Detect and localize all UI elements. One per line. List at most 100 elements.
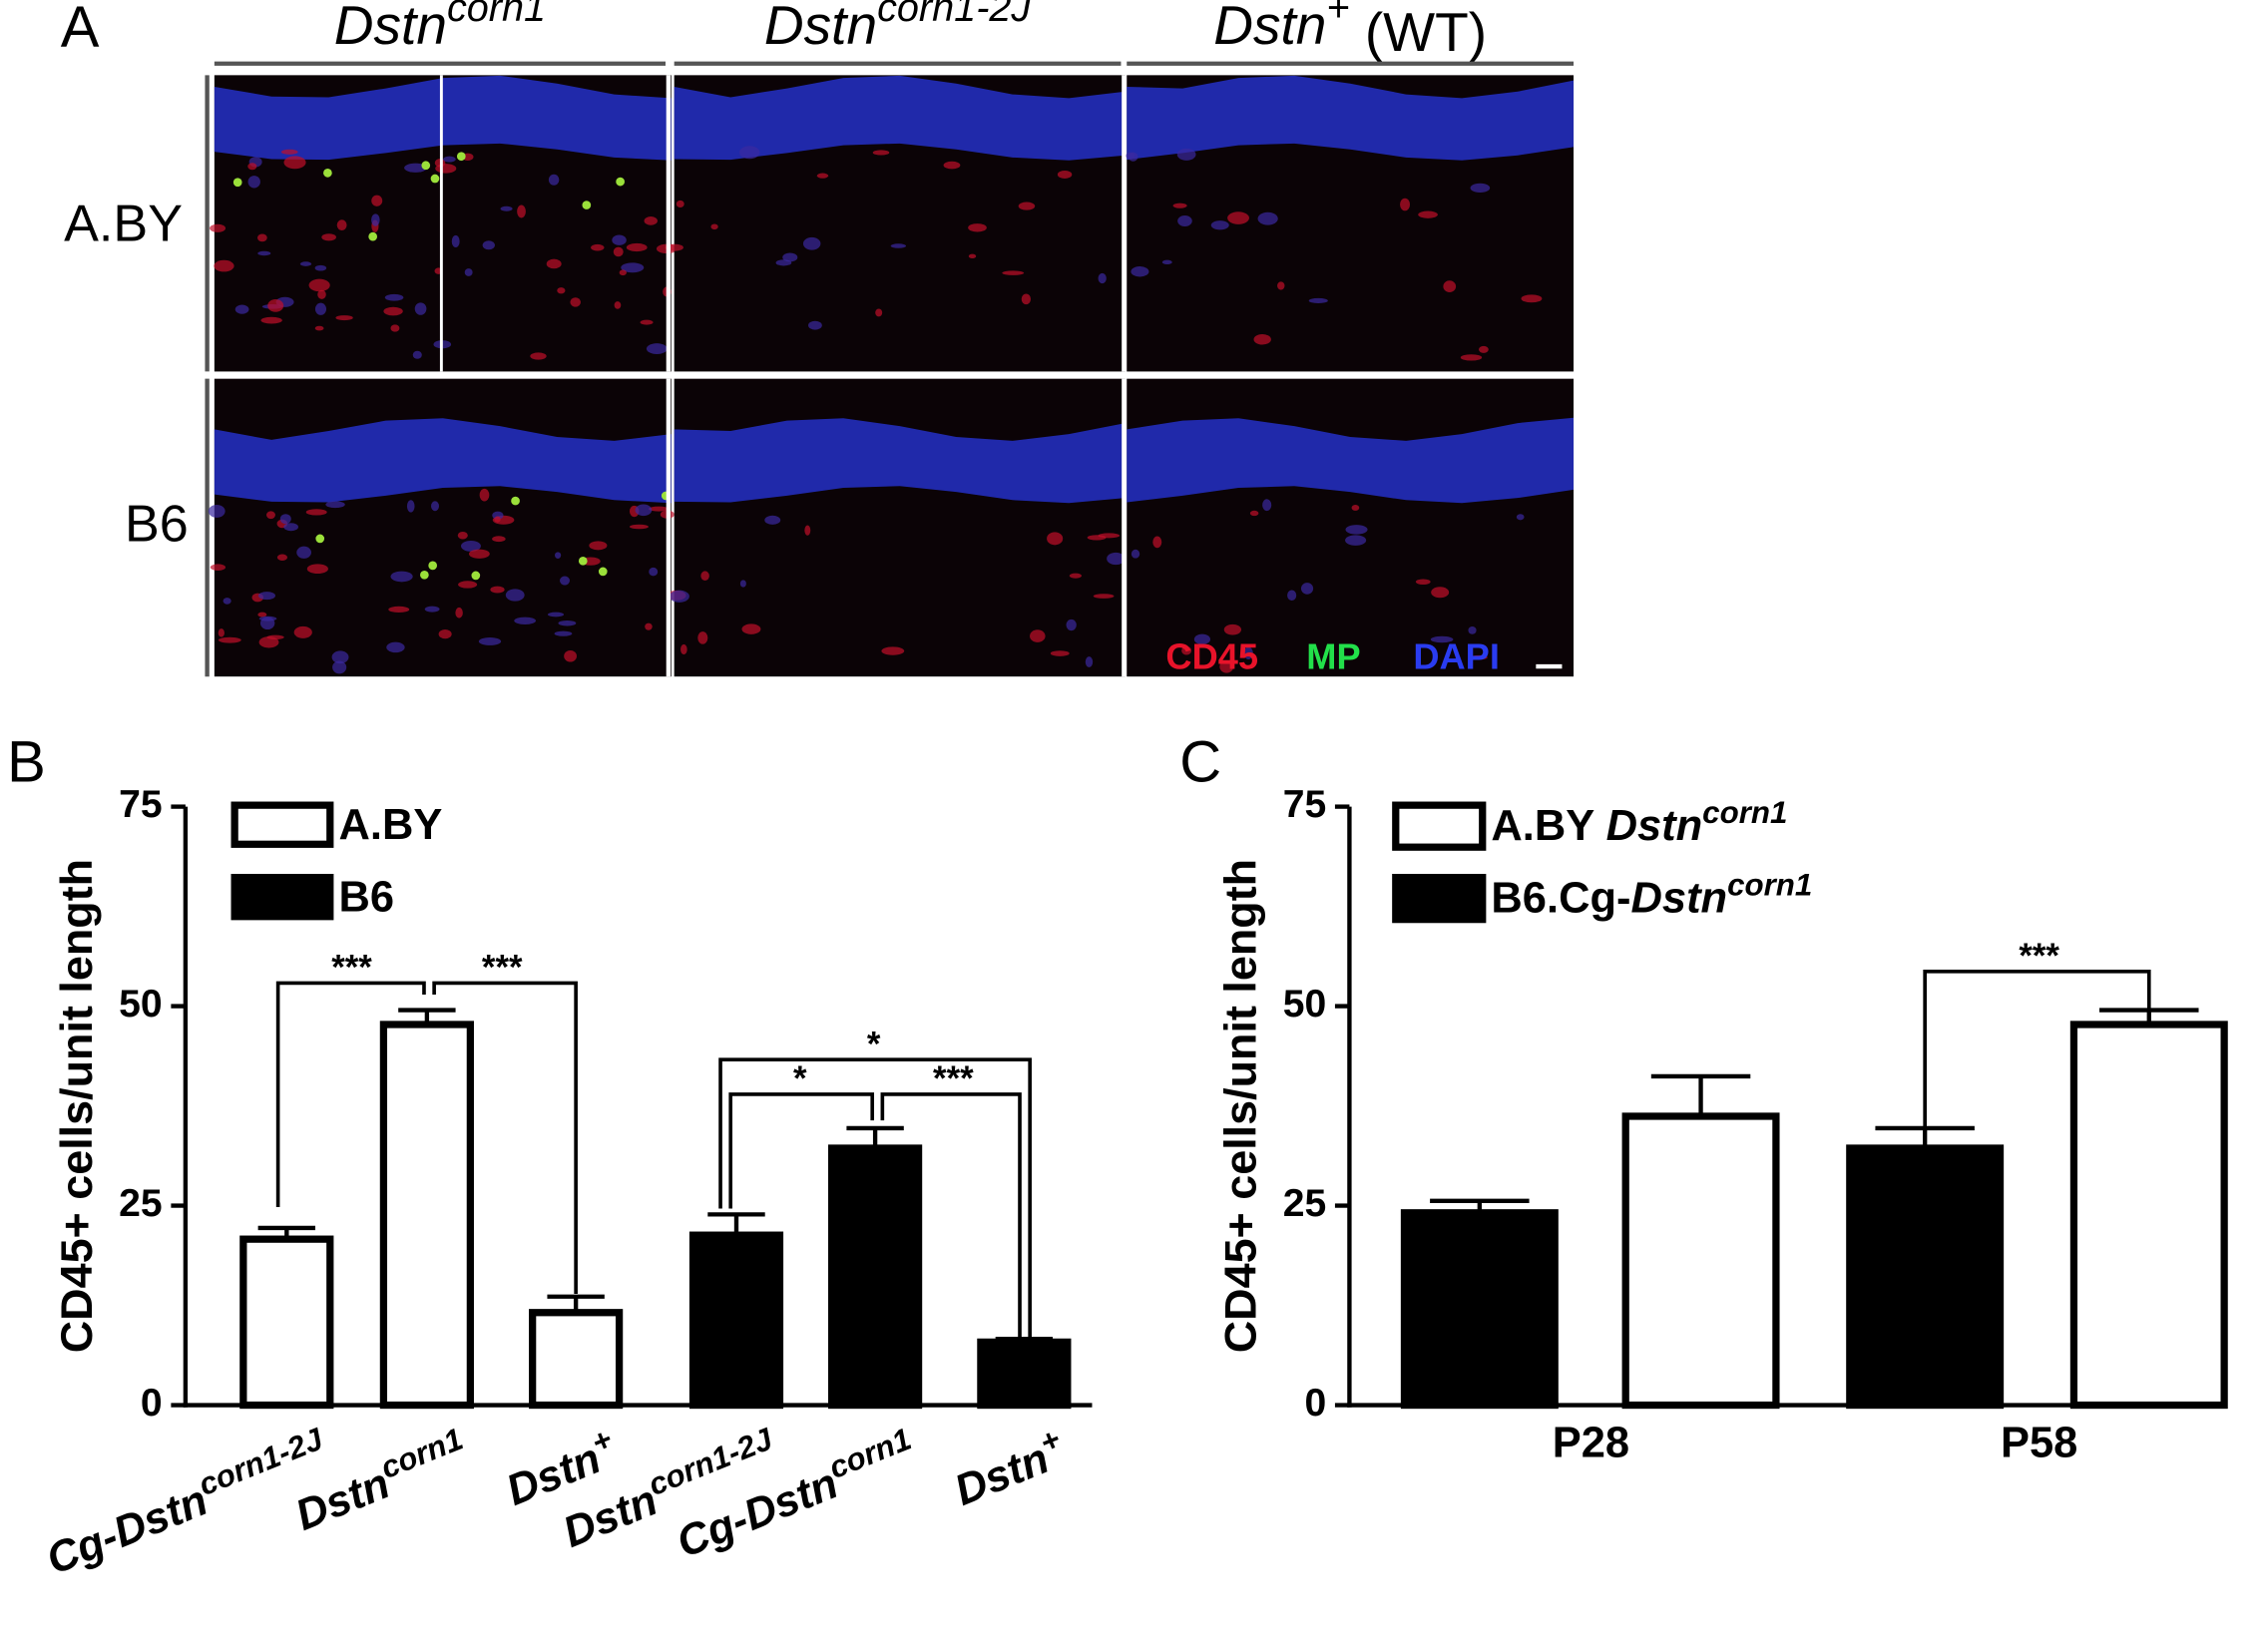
- row-label: A.BY: [64, 195, 183, 252]
- cell: [336, 219, 347, 231]
- mp-cell: [616, 177, 625, 187]
- legend-label-part: Dstn: [1606, 803, 1703, 851]
- cell: [1030, 629, 1046, 642]
- cell: [208, 504, 226, 518]
- y-tick-label: 0: [1304, 1382, 1326, 1425]
- bar: [379, 1021, 474, 1410]
- column-header-part: (WT): [1350, 0, 1488, 62]
- mp-cell: [420, 570, 429, 580]
- cell: [276, 554, 288, 562]
- cell: [257, 233, 267, 242]
- mp-cell: [578, 556, 588, 566]
- panel-label: A: [61, 0, 100, 60]
- cell: [492, 511, 504, 520]
- cell: [626, 242, 648, 252]
- cell: [259, 617, 275, 630]
- cell: [640, 319, 654, 325]
- cell: [1277, 281, 1285, 290]
- cell: [234, 304, 249, 314]
- cell: [299, 261, 312, 266]
- cell: [649, 567, 659, 577]
- x-tick-label-part: Dstn: [737, 1460, 845, 1541]
- significance-label: ***: [2019, 938, 2059, 976]
- panel-label: B: [7, 730, 46, 794]
- legend-label: A.BY Dstncorn1: [1491, 795, 1787, 850]
- cell: [325, 501, 345, 509]
- cell: [554, 630, 573, 636]
- legend-label-part: B6.Cg-: [1491, 875, 1630, 923]
- cell: [1193, 633, 1210, 645]
- mp-cell: [582, 201, 592, 209]
- cell: [621, 262, 645, 273]
- cell: [1018, 202, 1036, 210]
- cell: [557, 287, 566, 294]
- x-tick-label-part: Dstn: [289, 1460, 397, 1541]
- cell: [1249, 510, 1259, 517]
- cell: [258, 636, 279, 648]
- cell: [1066, 618, 1077, 631]
- mp-cell: [323, 169, 332, 178]
- cell: [308, 278, 330, 292]
- cell: [438, 628, 452, 639]
- y-tick-label: 50: [119, 983, 163, 1026]
- cell: [1418, 210, 1438, 218]
- mp-cell: [456, 152, 466, 162]
- cell: [267, 299, 284, 312]
- cell: [1177, 214, 1192, 226]
- cell: [266, 511, 275, 520]
- cell: [494, 516, 501, 523]
- cell: [490, 586, 505, 594]
- cell: [461, 540, 481, 552]
- column-header-part: +: [1326, 0, 1349, 31]
- cell: [1431, 587, 1450, 599]
- cell: [404, 163, 427, 173]
- column-header-part: corn1-2J: [877, 0, 1032, 31]
- cell: [280, 149, 298, 155]
- cell: [1152, 536, 1162, 549]
- mp-cell: [511, 496, 520, 506]
- cell: [710, 223, 718, 230]
- cell: [646, 343, 668, 355]
- cell: [968, 223, 987, 232]
- cell: [741, 623, 761, 634]
- cell: [1172, 203, 1187, 208]
- stain-label: DAPI: [1413, 635, 1500, 676]
- cell: [478, 637, 502, 645]
- bar: [1400, 1209, 1559, 1410]
- cell: [492, 536, 506, 543]
- cell: [500, 206, 513, 211]
- x-tick-label-part: Dstn: [107, 1477, 215, 1558]
- cell: [482, 240, 495, 250]
- mp-cell: [598, 567, 608, 577]
- cell: [223, 598, 231, 605]
- cell: [457, 531, 468, 540]
- cell: [1210, 220, 1229, 230]
- cell: [1479, 345, 1489, 353]
- cell: [808, 320, 822, 330]
- cell: [1128, 152, 1138, 162]
- column-header: Dstncorn1-2J: [764, 0, 1033, 56]
- y-axis-label: CD45+ cells/unit length: [1214, 859, 1265, 1353]
- cell: [258, 592, 275, 601]
- epidermis: [674, 418, 1126, 504]
- cell: [257, 612, 267, 618]
- cell: [564, 649, 577, 662]
- cell: [371, 213, 380, 226]
- cell: [279, 514, 291, 525]
- bar: [977, 1338, 1072, 1410]
- cell: [613, 246, 624, 257]
- cell: [1131, 549, 1140, 559]
- cell: [1287, 590, 1297, 602]
- cell: [739, 146, 760, 160]
- bar: [2069, 1021, 2228, 1410]
- bar: [828, 1144, 923, 1410]
- cell: [296, 546, 311, 559]
- legend-swatch: [1392, 801, 1487, 851]
- cell: [1300, 583, 1314, 595]
- significance-bracket: [1923, 969, 2151, 1128]
- cell: [1107, 552, 1126, 566]
- cell: [371, 195, 383, 206]
- cell: [1223, 623, 1242, 635]
